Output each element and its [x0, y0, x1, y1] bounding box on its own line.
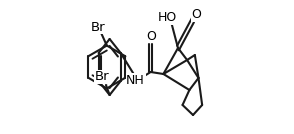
Text: Br: Br: [95, 70, 110, 83]
Text: O: O: [192, 8, 202, 21]
Text: Br: Br: [91, 21, 106, 34]
Text: O: O: [147, 29, 156, 42]
Text: HO: HO: [158, 12, 177, 25]
Text: NH: NH: [126, 74, 145, 87]
